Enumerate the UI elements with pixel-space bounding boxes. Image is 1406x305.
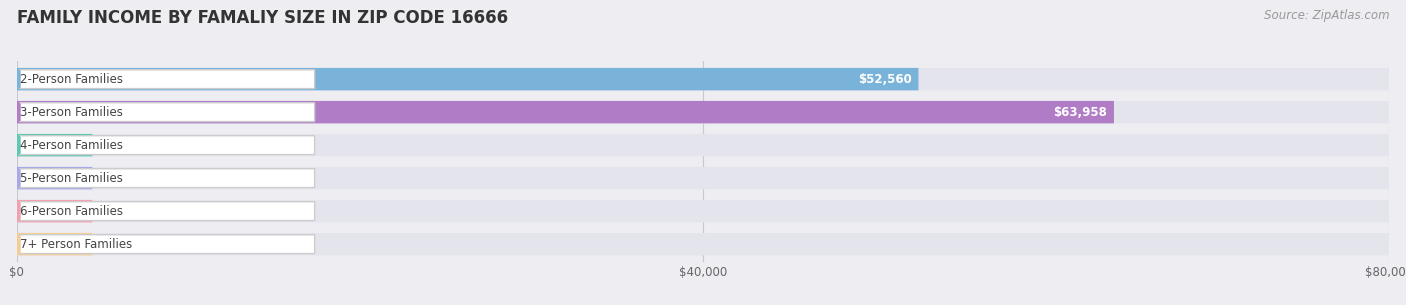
FancyBboxPatch shape: [17, 68, 918, 90]
Text: $63,958: $63,958: [1053, 106, 1107, 119]
Text: 5-Person Families: 5-Person Families: [20, 172, 122, 185]
FancyBboxPatch shape: [17, 101, 1389, 123]
FancyBboxPatch shape: [17, 134, 93, 156]
Text: 7+ Person Families: 7+ Person Families: [20, 238, 132, 251]
Text: $0: $0: [103, 238, 120, 251]
Text: $0: $0: [103, 205, 120, 218]
FancyBboxPatch shape: [17, 167, 1389, 189]
Text: 6-Person Families: 6-Person Families: [20, 205, 122, 218]
Text: $52,560: $52,560: [858, 73, 911, 86]
FancyBboxPatch shape: [17, 200, 1389, 222]
Text: $0: $0: [103, 172, 120, 185]
FancyBboxPatch shape: [20, 70, 315, 88]
Text: 2-Person Families: 2-Person Families: [20, 73, 122, 86]
FancyBboxPatch shape: [20, 136, 315, 155]
FancyBboxPatch shape: [20, 103, 315, 122]
FancyBboxPatch shape: [17, 200, 93, 222]
FancyBboxPatch shape: [17, 101, 1114, 123]
Text: Source: ZipAtlas.com: Source: ZipAtlas.com: [1264, 9, 1389, 22]
FancyBboxPatch shape: [20, 169, 315, 188]
Text: 4-Person Families: 4-Person Families: [20, 139, 122, 152]
Text: FAMILY INCOME BY FAMALIY SIZE IN ZIP CODE 16666: FAMILY INCOME BY FAMALIY SIZE IN ZIP COD…: [17, 9, 508, 27]
FancyBboxPatch shape: [17, 233, 93, 255]
FancyBboxPatch shape: [20, 202, 315, 221]
FancyBboxPatch shape: [20, 235, 315, 253]
FancyBboxPatch shape: [17, 233, 1389, 255]
Text: 3-Person Families: 3-Person Families: [20, 106, 122, 119]
FancyBboxPatch shape: [17, 134, 1389, 156]
FancyBboxPatch shape: [17, 68, 1389, 90]
FancyBboxPatch shape: [17, 167, 93, 189]
Text: $0: $0: [103, 139, 120, 152]
